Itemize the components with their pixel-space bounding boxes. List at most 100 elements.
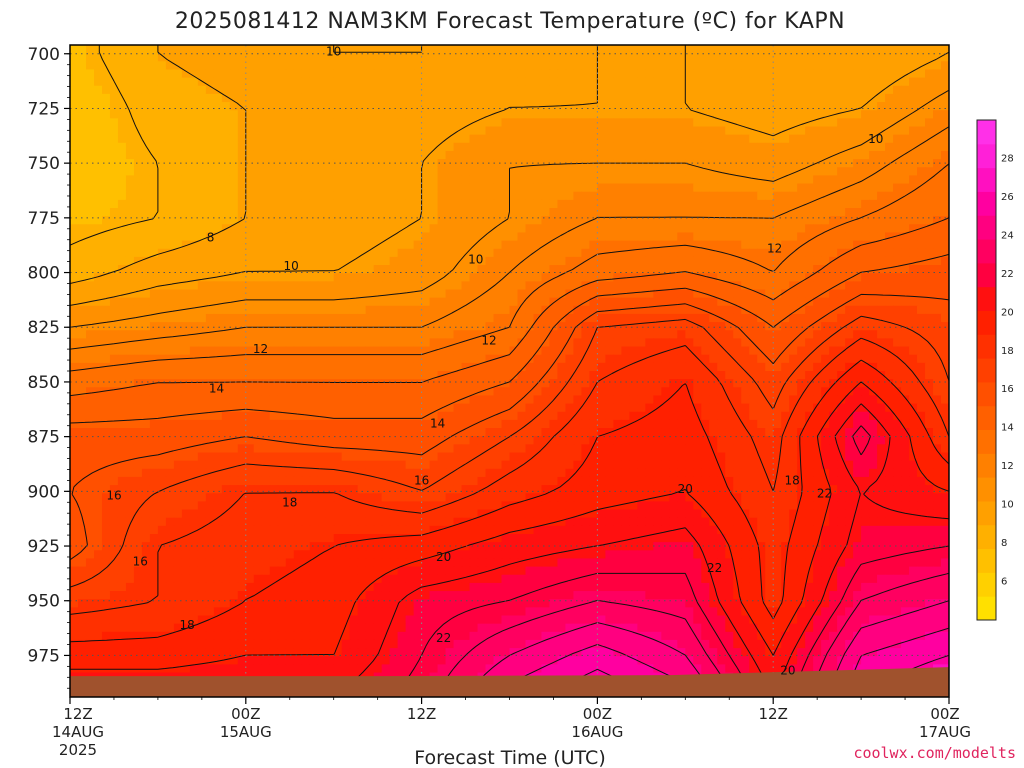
heat-cell — [197, 265, 207, 274]
heat-cell — [661, 199, 670, 209]
heat-cell — [821, 208, 830, 217]
heat-cell — [157, 265, 167, 274]
heat-cell — [461, 93, 471, 103]
heat-cell — [925, 199, 934, 209]
heat-cell — [821, 150, 830, 160]
heat-cell — [149, 142, 159, 152]
heat-cell — [741, 45, 750, 54]
heat-cell — [645, 379, 654, 388]
heat-cell — [917, 265, 926, 274]
heat-cell — [349, 240, 359, 250]
heat-cell — [693, 134, 702, 144]
heat-cell — [541, 289, 551, 299]
heat-cell — [653, 77, 662, 87]
heat-cell — [797, 118, 806, 128]
heat-cell — [181, 330, 191, 339]
heat-cell — [533, 330, 543, 339]
heat-cell — [941, 53, 949, 62]
heat-cell — [205, 371, 215, 380]
heat-cell — [229, 142, 239, 152]
heat-cell — [805, 85, 814, 95]
heat-cell — [805, 142, 814, 152]
heat-cell — [77, 77, 87, 87]
heat-cell — [165, 134, 175, 144]
heat-cell — [805, 93, 814, 103]
heat-cell — [437, 53, 447, 62]
heat-cell — [805, 199, 814, 209]
heat-cell — [389, 77, 399, 87]
heat-cell — [941, 371, 949, 380]
heat-cell — [677, 256, 686, 266]
heat-cell — [669, 265, 678, 274]
heat-cell — [277, 77, 287, 87]
heat-cell — [397, 297, 407, 307]
heat-cell — [453, 297, 463, 307]
heat-cell — [197, 232, 207, 242]
heat-cell — [317, 53, 327, 62]
heat-cell — [701, 191, 710, 201]
heat-cell — [677, 379, 686, 388]
heat-cell — [677, 167, 686, 176]
heat-cell — [669, 102, 678, 111]
heat-cell — [653, 395, 662, 405]
heat-cell — [853, 110, 862, 119]
heat-cell — [701, 134, 710, 144]
heat-cell — [733, 297, 742, 307]
heat-cell — [149, 216, 159, 225]
heat-cell — [149, 126, 159, 136]
heat-cell — [829, 362, 838, 372]
heat-cell — [573, 126, 583, 136]
heat-cell — [469, 362, 479, 372]
heat-cell — [381, 281, 391, 291]
heat-cell — [797, 224, 806, 234]
heat-cell — [869, 297, 878, 307]
heat-cell — [325, 142, 335, 152]
heat-cell — [629, 150, 638, 160]
heat-cell — [221, 240, 231, 250]
heat-cell — [149, 183, 159, 193]
heat-cell — [805, 118, 814, 128]
heat-cell — [541, 216, 551, 225]
heat-cell — [933, 134, 942, 144]
heat-cell — [645, 362, 654, 372]
heat-cell — [693, 313, 702, 323]
heat-cell — [221, 175, 231, 185]
heat-cell — [365, 216, 375, 225]
heat-cell — [773, 387, 782, 397]
heat-cell — [229, 338, 239, 348]
heat-cell — [589, 403, 598, 413]
heat-cell — [70, 110, 79, 119]
heat-cell — [573, 208, 583, 217]
heat-cell — [909, 240, 918, 250]
heat-cell — [413, 61, 423, 71]
heat-cell — [245, 395, 255, 405]
heat-cell — [493, 118, 503, 128]
heat-cell — [245, 379, 255, 388]
heat-cell — [469, 61, 479, 71]
heat-cell — [133, 330, 143, 339]
heat-cell — [941, 93, 949, 103]
heat-cell — [70, 53, 79, 62]
heat-cell — [285, 61, 295, 71]
heat-cell — [205, 102, 215, 111]
heat-cell — [149, 289, 159, 299]
heat-cell — [853, 126, 862, 136]
heat-cell — [309, 69, 319, 79]
heat-cell — [917, 93, 926, 103]
heat-cell — [525, 85, 535, 95]
heat-cell — [181, 61, 191, 71]
heat-cell — [333, 240, 343, 250]
heat-cell — [101, 118, 111, 128]
heat-cell — [445, 53, 455, 62]
heat-cell — [261, 191, 271, 201]
heat-cell — [749, 232, 758, 242]
heat-cell — [669, 387, 678, 397]
heat-cell — [125, 150, 135, 160]
heat-cell — [509, 354, 519, 364]
heat-cell — [717, 330, 726, 339]
heat-cell — [421, 93, 431, 103]
heat-cell — [453, 118, 463, 128]
heat-cell — [517, 61, 527, 71]
heat-cell — [789, 289, 798, 299]
heat-cell — [805, 134, 814, 144]
